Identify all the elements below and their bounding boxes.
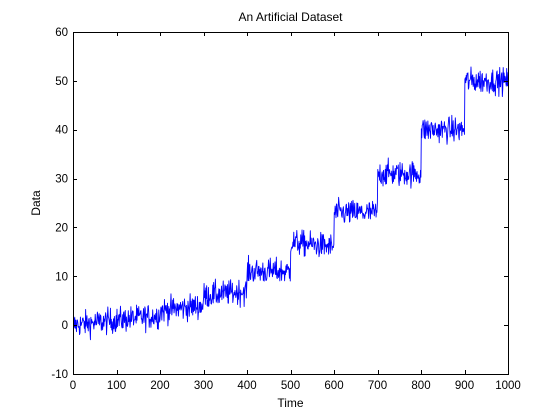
plot-area — [73, 32, 508, 374]
ticks-layer: 0 100 200 300 400 500 600 700 800 900 1000-1001020… — [51, 27, 520, 392]
x-tick-label: 500 — [281, 380, 300, 392]
chart-title: An Artificial Dataset — [238, 10, 343, 24]
x-tick-label: 600 — [324, 380, 343, 392]
x-tick-label: 700 — [368, 380, 387, 392]
data-series-line — [73, 66, 508, 341]
y-tick-label: 10 — [55, 271, 68, 283]
y-tick-label: 40 — [55, 125, 68, 137]
x-tick-label: 0 — [70, 380, 76, 392]
y-tick-label: 30 — [55, 174, 68, 186]
y-tick-label: 0 — [62, 320, 68, 332]
x-tick-label: 300 — [194, 380, 213, 392]
y-tick-label: -10 — [51, 369, 68, 381]
x-tick-label: 100 — [107, 380, 126, 392]
y-tick-label: 60 — [55, 27, 68, 39]
x-tick-label: 200 — [150, 380, 169, 392]
y-tick-label: 50 — [55, 76, 68, 88]
x-tick-label: 800 — [411, 380, 430, 392]
x-axis-label: Time — [277, 396, 304, 410]
y-tick-label: 20 — [55, 222, 68, 234]
x-tick-label: 900 — [455, 380, 474, 392]
y-axis-label: Data — [29, 190, 43, 216]
series-layer — [73, 66, 508, 341]
x-tick-label: 400 — [237, 380, 256, 392]
x-tick-label: 1000 — [495, 380, 521, 392]
